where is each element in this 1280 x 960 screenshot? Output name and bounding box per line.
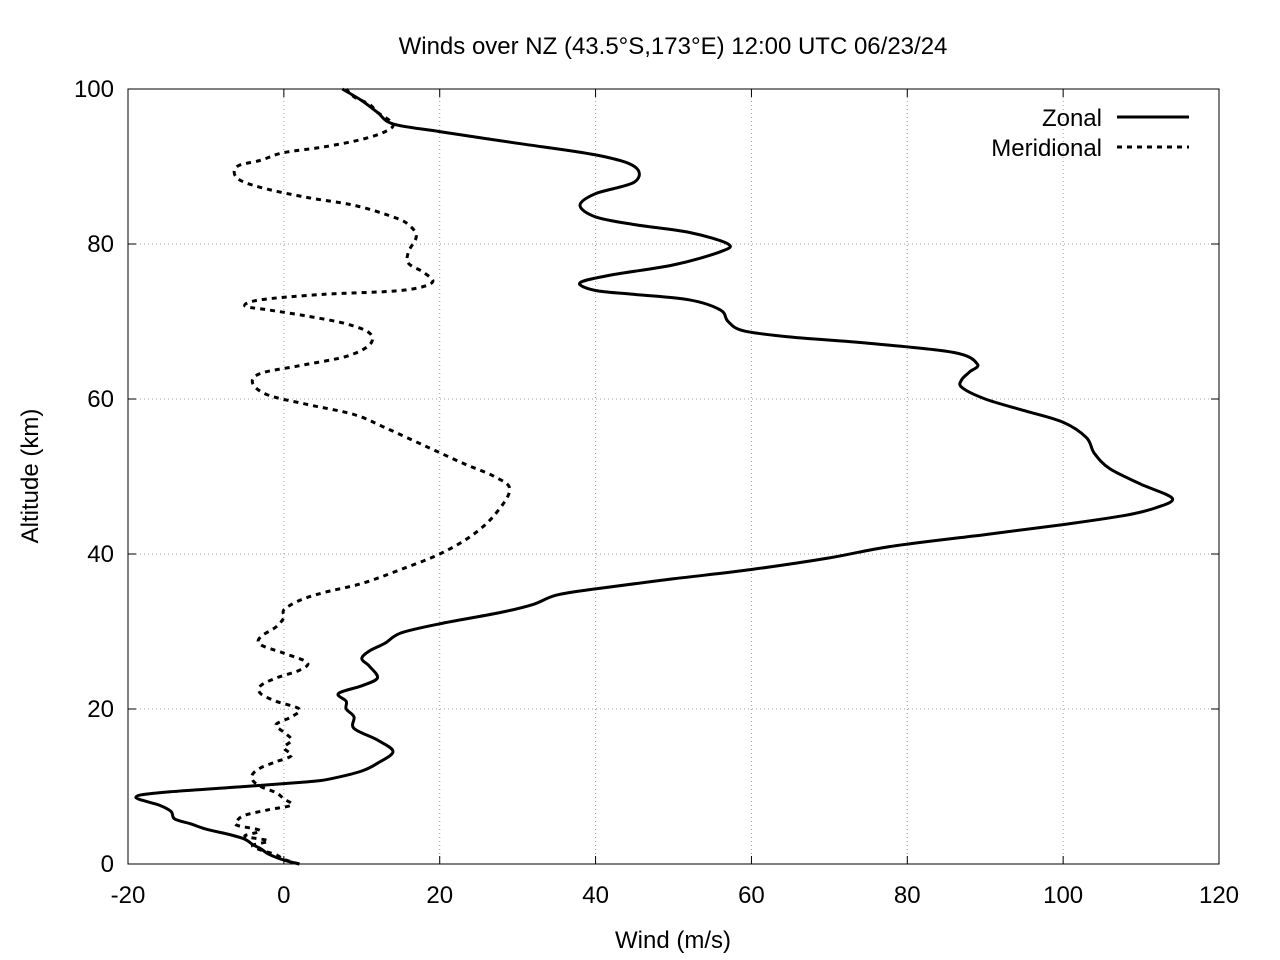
y-tick-label: 40 xyxy=(87,541,114,568)
x-tick-label: 40 xyxy=(582,882,609,909)
legend-label-zonal: Zonal xyxy=(1042,105,1102,132)
x-tick-label: 60 xyxy=(738,882,765,909)
y-axis-title: Altitude (km) xyxy=(17,409,44,544)
grid xyxy=(128,89,1219,864)
x-tick-label: -20 xyxy=(111,882,146,909)
chart-title: Winds over NZ (43.5°S,173°E) 12:00 UTC 0… xyxy=(399,33,948,60)
legend: Zonal Meridional xyxy=(991,105,1189,162)
y-tick-label: 100 xyxy=(74,76,114,103)
y-tick-label: 60 xyxy=(87,386,114,413)
y-tick-label: 0 xyxy=(101,851,114,878)
y-tick-label: 80 xyxy=(87,231,114,258)
series-line-meridional xyxy=(232,87,512,866)
x-tick-label: 20 xyxy=(426,882,453,909)
plot-frame xyxy=(127,88,1220,865)
x-tick-label: 120 xyxy=(1199,882,1239,909)
axis-ticks: -20 0 20 40 60 80 100 120 0 20 40 60 80 100 xyxy=(74,76,1239,909)
x-axis-title: Wind (m/s) xyxy=(615,927,731,954)
x-tick-label: 100 xyxy=(1043,882,1083,909)
legend-label-meridional: Meridional xyxy=(991,135,1102,162)
series-line-zonal xyxy=(134,87,1175,866)
x-tick-label: 0 xyxy=(277,882,290,909)
series xyxy=(134,87,1175,866)
y-tick-label: 20 xyxy=(87,696,114,723)
x-tick-label: 80 xyxy=(894,882,921,909)
